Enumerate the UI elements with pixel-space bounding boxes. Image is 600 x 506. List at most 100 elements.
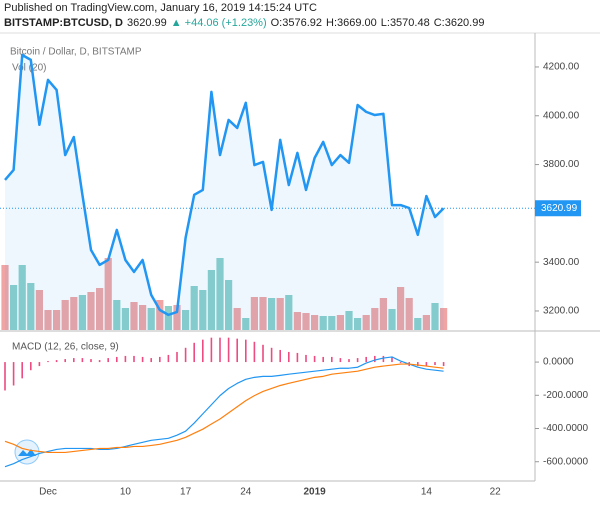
volume-bar bbox=[362, 315, 370, 330]
price: 3620.99 bbox=[126, 17, 167, 29]
ohlc: L:3570.48 bbox=[380, 17, 430, 29]
macd-histogram-bar bbox=[322, 356, 324, 363]
macd-histogram-bar bbox=[167, 354, 170, 363]
volume-bar bbox=[113, 300, 121, 330]
volume-bar bbox=[259, 297, 267, 330]
y-tick-label: 4000.00 bbox=[543, 110, 580, 121]
volume-bar bbox=[199, 290, 207, 330]
macd-histogram-bar bbox=[417, 362, 419, 367]
macd-histogram-bar bbox=[176, 351, 178, 363]
macd-histogram-bar bbox=[245, 339, 247, 363]
volume-bar bbox=[431, 303, 439, 330]
volume-bar bbox=[216, 258, 224, 330]
volume-bar bbox=[319, 316, 327, 330]
macd-histogram-bar bbox=[30, 362, 32, 371]
volume-bar bbox=[225, 280, 233, 330]
volume-bar bbox=[121, 308, 129, 330]
x-tick-label: 24 bbox=[240, 487, 252, 498]
volume-bar bbox=[130, 302, 138, 330]
ohlc: H:3669.00 bbox=[326, 17, 377, 29]
volume-bar bbox=[53, 310, 61, 330]
volume-bar bbox=[35, 290, 43, 330]
macd-histogram-bar bbox=[133, 355, 135, 363]
macd-histogram-bar bbox=[193, 342, 195, 363]
macd-histogram-bar bbox=[442, 362, 445, 367]
macd-histogram-bar bbox=[374, 355, 376, 363]
y-tick-label: -200.0000 bbox=[543, 390, 588, 401]
volume-bar bbox=[422, 315, 430, 330]
x-tick-label: 10 bbox=[120, 487, 132, 498]
volume-bar bbox=[293, 312, 301, 330]
macd-histogram-bar bbox=[47, 361, 49, 363]
volume-bar bbox=[61, 300, 69, 330]
volume-bar bbox=[336, 315, 344, 330]
macd-histogram-bar bbox=[90, 359, 92, 363]
macd-histogram-bar bbox=[288, 351, 290, 363]
macd-histogram-bar bbox=[331, 356, 333, 363]
macd-histogram-bar bbox=[12, 362, 15, 386]
volume-bar bbox=[397, 287, 405, 330]
macd-histogram-bar bbox=[356, 358, 359, 363]
y-tick-label: 3200.00 bbox=[543, 306, 580, 317]
volume-bar bbox=[164, 306, 172, 330]
volume-bar bbox=[233, 308, 241, 330]
macd-histogram-bar bbox=[202, 339, 204, 363]
macd-histogram-bar bbox=[107, 358, 109, 363]
y-tick-label: 3800.00 bbox=[543, 159, 580, 170]
quote-line: BITSTAMP:BTCUSD, D 3620.99 ▲ +44.06 (+1.23… bbox=[4, 17, 488, 29]
volume-bar bbox=[139, 305, 147, 330]
macd-histogram-bar bbox=[38, 362, 41, 367]
last-price-box bbox=[535, 200, 581, 217]
price-line bbox=[4, 53, 445, 317]
volume-bar bbox=[104, 258, 112, 330]
chart-title: Bitcoin / Dollar, D, BITSTAMP bbox=[10, 47, 142, 58]
volume-bar bbox=[190, 286, 198, 330]
macd-histogram-bar bbox=[141, 356, 144, 363]
y-tick-label: 4200.00 bbox=[543, 62, 580, 73]
symbol: BITSTAMP:BTCUSD, D bbox=[4, 17, 123, 29]
macd-histogram-bar bbox=[73, 358, 75, 363]
macd-histogram-bar bbox=[219, 337, 221, 363]
y-tick-label: -600.0000 bbox=[543, 456, 588, 467]
macd-histogram-bar bbox=[21, 362, 23, 379]
macd-histogram-bar bbox=[262, 344, 264, 363]
macd-histogram-bar bbox=[227, 337, 230, 363]
volume-bar bbox=[44, 310, 52, 330]
volume-bar bbox=[285, 295, 293, 330]
macd-histogram-bar bbox=[98, 360, 101, 363]
volume-bar bbox=[87, 292, 95, 330]
x-tick-label: 17 bbox=[180, 487, 192, 498]
macd-label: MACD (12, 26, close, 9) bbox=[12, 342, 119, 353]
macd-histogram-bar bbox=[124, 355, 127, 363]
macd-histogram-bar bbox=[348, 359, 350, 363]
macd-histogram-bar bbox=[425, 362, 428, 367]
volume-bar bbox=[78, 295, 86, 330]
x-tick-label: 14 bbox=[421, 487, 433, 498]
volume-bar bbox=[354, 318, 362, 330]
macd-histogram-bar bbox=[81, 358, 84, 363]
volume-bar bbox=[371, 308, 379, 330]
macd-histogram-bar bbox=[279, 349, 281, 363]
volume-bar bbox=[18, 265, 26, 330]
x-tick-label: 22 bbox=[490, 487, 502, 498]
volume-bar bbox=[242, 318, 250, 330]
volume-bar bbox=[302, 313, 310, 330]
macd-histogram-bar bbox=[210, 337, 213, 363]
y-tick-label: -400.0000 bbox=[543, 423, 588, 434]
volume-bar bbox=[96, 288, 104, 330]
macd-histogram-bar bbox=[159, 356, 161, 363]
macd-histogram-bar bbox=[391, 356, 393, 363]
volume-bar bbox=[182, 310, 190, 330]
volume-bar bbox=[388, 309, 396, 330]
volume-label: Vol (20) bbox=[12, 63, 46, 74]
volume-bar bbox=[405, 298, 413, 330]
volume-bar bbox=[27, 283, 35, 330]
macd-histogram-bar bbox=[434, 362, 436, 366]
volume-bar bbox=[173, 305, 181, 330]
change: ▲ +44.06 (+1.23%) bbox=[170, 17, 267, 29]
macd-histogram-bar bbox=[236, 338, 238, 363]
y-tick-label: 0.0000 bbox=[543, 357, 574, 368]
volume-bar bbox=[440, 308, 448, 330]
